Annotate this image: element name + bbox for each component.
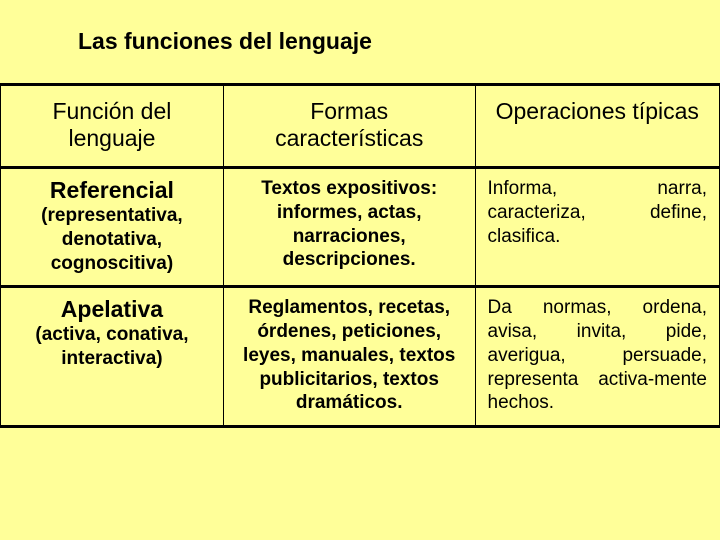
funcion-subtitle: (activa, conativa, interactiva) — [11, 323, 213, 371]
header-operaciones: Operaciones típicas — [475, 85, 719, 168]
header-funcion: Función del lenguaje — [1, 85, 224, 168]
page-title: Las funciones del lenguaje — [78, 28, 720, 55]
funcion-title: Apelativa — [11, 296, 213, 323]
table-header-row: Función del lenguaje Formas característi… — [1, 85, 720, 168]
funcion-title: Referencial — [11, 177, 213, 204]
cell-formas: Textos expositivos: informes, actas, nar… — [223, 168, 475, 287]
table-row: Referencial (representativa, denotativa,… — [1, 168, 720, 287]
funcion-subtitle: (representativa, denotativa, cognoscitiv… — [11, 204, 213, 275]
cell-funcion: Referencial (representativa, denotativa,… — [1, 168, 224, 287]
cell-funcion: Apelativa (activa, conativa, interactiva… — [1, 287, 224, 427]
cell-operaciones: Informa, narra, caracteriza, define, cla… — [475, 168, 719, 287]
header-formas: Formas características — [223, 85, 475, 168]
cell-operaciones: Da normas, ordena, avisa, invita, pide, … — [475, 287, 719, 427]
table-row: Apelativa (activa, conativa, interactiva… — [1, 287, 720, 427]
functions-table: Función del lenguaje Formas característi… — [0, 83, 720, 428]
cell-formas: Reglamentos, recetas, órdenes, peticione… — [223, 287, 475, 427]
